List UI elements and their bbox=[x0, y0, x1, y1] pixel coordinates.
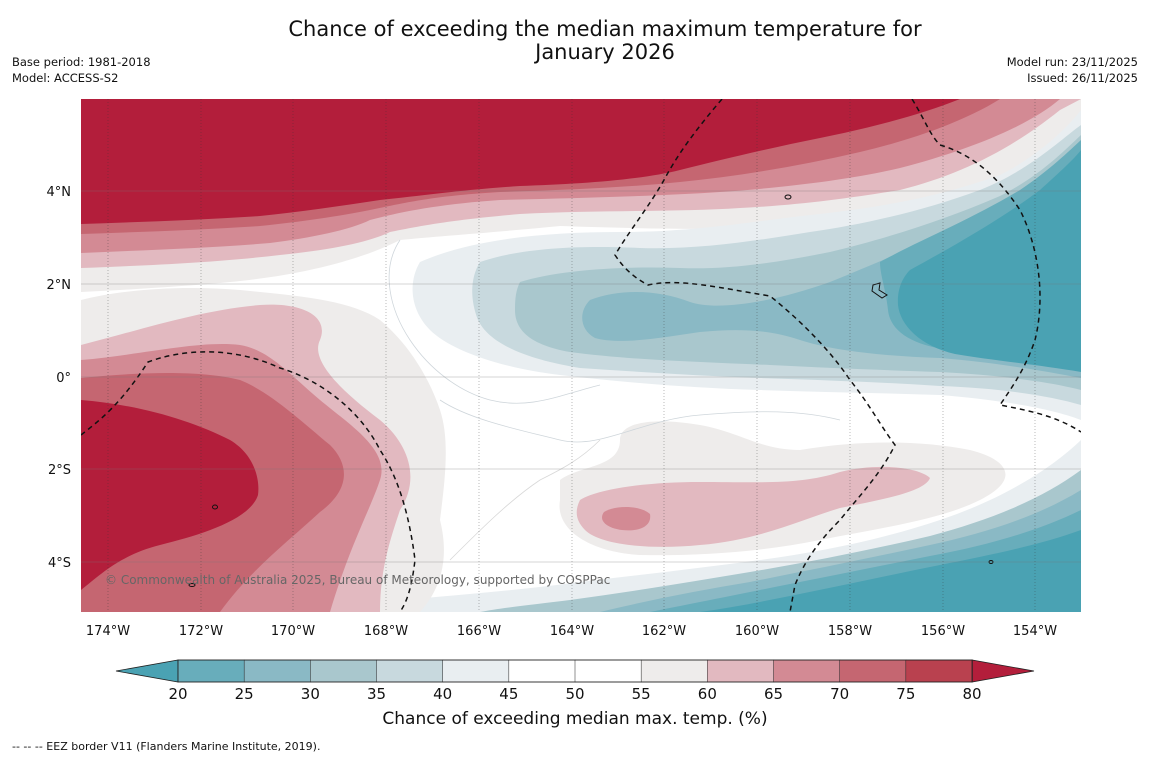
lon-label: 158°W bbox=[828, 624, 872, 639]
lon-label: 160°W bbox=[735, 624, 779, 639]
lon-label: 154°W bbox=[1013, 624, 1057, 639]
colorbar-segment bbox=[640, 659, 709, 683]
colorbar-segment bbox=[508, 659, 576, 683]
contour-cool-lt20 bbox=[897, 150, 1081, 372]
contour-north-80 bbox=[81, 99, 960, 224]
colorbar-segment bbox=[442, 659, 510, 683]
meta-right: Model run: 23/11/2025 Issued: 26/11/2025 bbox=[1007, 54, 1138, 86]
lat-label: 4°N bbox=[47, 185, 72, 200]
contour-line-2 bbox=[439, 399, 841, 443]
eez-border-east bbox=[911, 99, 1081, 433]
latitude-lines bbox=[81, 190, 1081, 563]
eez-border-central bbox=[614, 99, 896, 612]
colorbar: 20 25 30 35 40 45 50 55 60 65 70 75 80 bbox=[115, 659, 1035, 700]
colorbar-tick-label: 55 bbox=[632, 685, 651, 700]
title-line-1: Chance of exceeding the median maximum t… bbox=[288, 17, 922, 41]
contour-south-70 bbox=[602, 506, 651, 531]
colorbar-segment bbox=[310, 659, 378, 683]
model-name: Model: ACCESS-S2 bbox=[12, 71, 119, 85]
forecast-map: © Commonwealth of Australia 2025, Bureau… bbox=[47, 99, 1081, 700]
lat-label: 2°S bbox=[48, 463, 71, 478]
colorbar-segment bbox=[773, 659, 841, 683]
meta-left: Base period: 1981-2018 Model: ACCESS-S2 bbox=[12, 54, 151, 86]
contour-line-1 bbox=[388, 239, 601, 404]
lat-label: 0° bbox=[56, 371, 71, 386]
colorbar-tick-label: 70 bbox=[830, 685, 849, 700]
colorbar-segment bbox=[905, 659, 973, 683]
eez-borders bbox=[81, 99, 1081, 612]
lon-label: 156°W bbox=[921, 624, 965, 639]
lon-label: 170°W bbox=[271, 624, 315, 639]
colorbar-low-extension bbox=[115, 659, 179, 683]
colorbar-segment bbox=[574, 659, 642, 683]
map-title: Chance of exceeding the median maximum t… bbox=[230, 18, 980, 64]
eez-border-west bbox=[81, 351, 416, 612]
title-line-2: January 2026 bbox=[535, 40, 675, 64]
lon-label: 168°W bbox=[364, 624, 408, 639]
colorbar-tick-label: 35 bbox=[367, 685, 386, 700]
colorbar-frame bbox=[177, 659, 973, 683]
colorbar-tick-label: 60 bbox=[698, 685, 717, 700]
contour-southeast-lt20 bbox=[700, 530, 1081, 612]
island-1 bbox=[784, 194, 792, 200]
colorbar-high-extension bbox=[971, 659, 1035, 683]
longitude-labels: 174°W 172°W 170°W 168°W 166°W 164°W 162°… bbox=[86, 624, 1057, 639]
lat-label: 4°S bbox=[48, 556, 71, 571]
colorbar-ticks: 20 25 30 35 40 45 50 55 60 65 70 75 80 bbox=[168, 685, 981, 700]
colorbar-segment bbox=[376, 659, 444, 683]
lat-label: 2°N bbox=[47, 278, 72, 293]
contour-line-3 bbox=[449, 439, 601, 561]
colorbar-tick-label: 80 bbox=[962, 685, 981, 700]
colorbar-segments bbox=[177, 659, 973, 683]
issued-date: Issued: 26/11/2025 bbox=[1027, 71, 1138, 85]
colorbar-tick-label: 30 bbox=[301, 685, 320, 700]
lon-label: 172°W bbox=[179, 624, 223, 639]
colorbar-tick-label: 25 bbox=[235, 685, 254, 700]
colorbar-segment bbox=[177, 659, 245, 683]
colorbar-segment bbox=[243, 659, 312, 683]
contour-west-80 bbox=[81, 400, 259, 590]
colorbar-tick-label: 40 bbox=[433, 685, 452, 700]
colorbar-tick-label: 65 bbox=[764, 685, 783, 700]
colorbar-segment bbox=[707, 659, 775, 683]
eez-legend-note: -- -- -- EEZ border V11 (Flanders Marine… bbox=[12, 740, 321, 753]
contour-south-65 bbox=[576, 466, 930, 547]
lon-label: 166°W bbox=[457, 624, 501, 639]
model-run: Model run: 23/11/2025 bbox=[1006, 55, 1138, 69]
latitude-labels: 4°N 2°N 0° 2°S 4°S bbox=[47, 185, 72, 571]
colorbar-segment bbox=[839, 659, 907, 683]
colorbar-tick-label: 45 bbox=[499, 685, 518, 700]
island-2 bbox=[871, 282, 888, 299]
base-period: Base period: 1981-2018 bbox=[12, 55, 151, 69]
colorbar-tick-label: 20 bbox=[168, 685, 187, 700]
colorbar-tick-label: 50 bbox=[565, 685, 584, 700]
lon-label: 174°W bbox=[86, 624, 130, 639]
islands bbox=[188, 194, 994, 587]
copyright-text: © Commonwealth of Australia 2025, Bureau… bbox=[105, 573, 610, 587]
lon-label: 162°W bbox=[642, 624, 686, 639]
island-3 bbox=[212, 504, 218, 510]
island-5 bbox=[188, 583, 196, 587]
colorbar-title: Chance of exceeding median max. temp. (%… bbox=[382, 709, 768, 729]
lon-label: 164°W bbox=[550, 624, 594, 639]
colorbar-tick-label: 75 bbox=[896, 685, 915, 700]
map-field: © Commonwealth of Australia 2025, Bureau… bbox=[81, 99, 1081, 612]
